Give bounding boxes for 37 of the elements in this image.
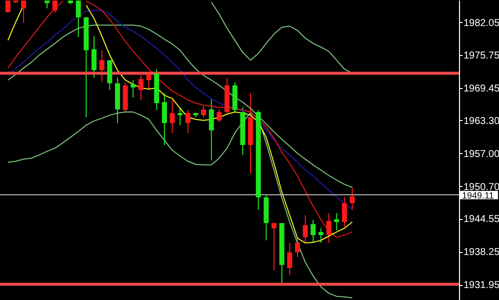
candlestick xyxy=(310,219,316,243)
candlestick xyxy=(216,108,222,122)
candlestick xyxy=(162,92,167,146)
ref-line-label: 1949.11 xyxy=(462,190,494,201)
candlestick xyxy=(138,74,144,100)
y-tick-label: 1950.70 xyxy=(464,182,499,193)
candlestick xyxy=(208,98,214,161)
candlestick xyxy=(272,222,277,271)
candlestick xyxy=(130,80,136,98)
y-tick-label: 1982.05 xyxy=(464,18,499,29)
y-tick-label: 1938.25 xyxy=(464,247,499,258)
candlestick xyxy=(350,186,355,210)
y-tick-label: 1957.00 xyxy=(464,148,499,160)
candlestick xyxy=(21,0,26,24)
y-tick-label: 1969.45 xyxy=(464,84,499,95)
line-series xyxy=(210,2,353,74)
candlestick xyxy=(92,36,97,79)
y-tick-label: 1975.75 xyxy=(464,50,499,62)
y-tick-label: 1944.55 xyxy=(464,214,499,226)
y-tick-label: 1963.30 xyxy=(464,116,499,127)
candlestick xyxy=(185,109,190,134)
candlestick xyxy=(5,0,10,14)
candlestick xyxy=(178,106,183,126)
candlestick xyxy=(334,212,340,231)
y-tick-label: 1931.95 xyxy=(464,280,499,292)
candlestick xyxy=(294,236,300,258)
candlestick xyxy=(76,0,81,38)
candlestick xyxy=(287,242,292,276)
candlestick xyxy=(302,214,308,244)
candlestick xyxy=(318,228,324,244)
candlestick xyxy=(201,106,206,118)
candlestick xyxy=(326,212,332,244)
candlestick xyxy=(342,196,347,228)
candlestick xyxy=(99,50,104,83)
candlestick xyxy=(107,60,112,91)
candlestick xyxy=(170,100,175,134)
candlestick xyxy=(52,0,58,14)
